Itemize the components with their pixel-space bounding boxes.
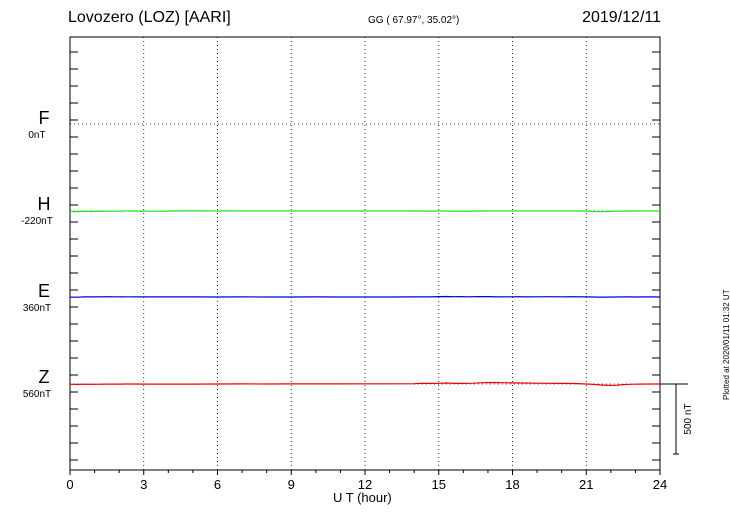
x-axis-label: U T (hour) [333,490,392,505]
series-line-z [69,381,660,387]
component-letter-z: Z [38,367,50,387]
x-tick-label: 3 [140,477,147,492]
baseline-label-e: 360nT [22,303,52,314]
component-label-f: F 0nT [14,108,74,142]
x-tick-label: 18 [505,477,519,492]
x-tick-label: 12 [358,477,372,492]
component-letter-h: H [37,194,51,214]
plot-date: 2019/12/11 [582,9,661,26]
x-tick-label: 6 [214,477,221,492]
x-tick-label: 0 [66,477,73,492]
x-tick-label: 21 [579,477,593,492]
geographic-coordinates: GG ( 67.97°, 35.02°) [368,15,460,26]
station-title: Lovozero (LOZ) [AARI] [68,9,231,26]
series-line-e [69,295,661,298]
component-label-e: E 360nT [14,281,74,315]
x-tick-label: 24 [653,477,667,492]
baseline-label-f: 0nT [28,130,46,141]
component-letter-f: F [38,108,50,128]
baseline-label-z: 560nT [22,389,52,400]
plotted-timestamp: Plotted at 2020/01/11 01:32 UT [722,289,730,400]
x-tick-label: 15 [432,477,446,492]
component-letter-e: E [37,281,50,301]
series-line-h [69,210,660,213]
x-tick-label: 9 [288,477,295,492]
component-label-h: H -220nT [14,194,74,228]
component-label-z: Z 560nT [14,367,74,401]
baseline-label-h: -220nT [21,216,53,227]
scale-bar-label: 500 nT [683,403,694,434]
